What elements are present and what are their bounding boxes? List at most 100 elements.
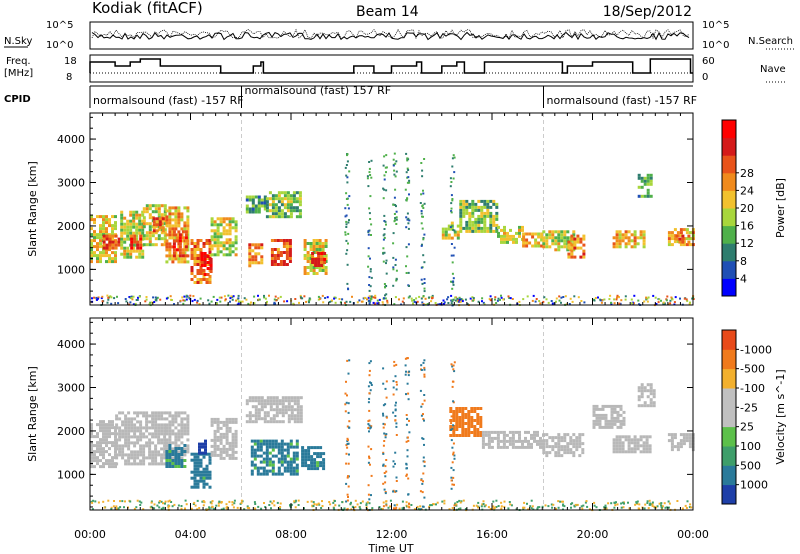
scatter-cell: [473, 410, 477, 413]
colorbar-label: Power [dB]: [774, 178, 787, 238]
scatter-cell: [293, 417, 297, 421]
near-range-speckle: [368, 303, 371, 305]
scatter-cell: [168, 215, 172, 219]
scatter-cell: [304, 452, 308, 456]
near-range-speckle: [685, 507, 688, 509]
scatter-cell: [257, 402, 261, 406]
scatter-cell: [278, 411, 282, 415]
scatter-cell: [142, 456, 146, 460]
near-range-speckle: [133, 507, 136, 510]
scatter-cell: [120, 210, 124, 214]
scatter-cell: [292, 466, 296, 470]
scatter-cell: [253, 442, 257, 446]
scatter-cell: [204, 451, 207, 455]
scatter-cell: [193, 482, 197, 486]
scatter-cell: [643, 182, 647, 186]
scatter-cell: [177, 212, 181, 216]
scatter-cell: [277, 212, 281, 216]
scatter-cell: [152, 226, 156, 230]
scatter-cell: [465, 223, 469, 227]
colorbar-tick-label: 16: [740, 220, 754, 233]
near-range-speckle: [472, 297, 475, 300]
scatter-cell: [245, 198, 249, 202]
scatter-cell: [168, 209, 172, 213]
scatter-cell: [481, 433, 485, 437]
streak-speckle: [384, 491, 387, 493]
scatter-cell: [90, 426, 93, 430]
scatter-cell: [228, 447, 232, 451]
scatter-cell: [174, 438, 178, 442]
scatter-cell: [265, 469, 269, 473]
scatter-cell: [210, 438, 214, 442]
near-range-speckle: [411, 299, 414, 302]
streak-speckle: [368, 171, 371, 174]
scatter-cell: [288, 242, 292, 245]
scatter-cell: [198, 448, 201, 452]
scatter-cell: [268, 209, 272, 213]
scatter-cell: [142, 219, 146, 223]
scatter-cell: [296, 405, 300, 409]
scatter-cell: [682, 228, 686, 232]
scatter-cell: [193, 461, 197, 465]
scatter-cell: [557, 248, 561, 252]
scatter-cell: [165, 218, 169, 222]
streak-speckle: [451, 461, 454, 464]
scatter-cell: [579, 240, 583, 244]
scatter-cell: [184, 236, 188, 240]
near-range-speckle: [222, 507, 225, 510]
scatter-cell: [681, 234, 685, 238]
near-range-speckle: [583, 301, 586, 304]
scatter-cell: [573, 255, 577, 259]
scatter-cell: [298, 197, 302, 201]
scatter-cell: [186, 224, 190, 228]
scatter-cell: [193, 245, 197, 248]
scatter-cell: [208, 239, 212, 242]
scatter-cell: [563, 245, 567, 249]
near-range-speckle: [613, 501, 616, 504]
streak-speckle: [347, 232, 350, 235]
scatter-cell: [456, 230, 460, 234]
scatter-cell: [633, 239, 637, 243]
scatter-cell: [213, 450, 217, 454]
scatter-cell: [567, 240, 571, 244]
scatter-cell: [282, 242, 286, 245]
near-range-speckle: [308, 297, 311, 300]
near-range-speckle: [508, 297, 511, 299]
scatter-cell: [570, 252, 574, 256]
scatter-cell: [126, 237, 130, 241]
scatter-cell: [151, 462, 155, 466]
scatter-cell: [319, 464, 323, 468]
streak-speckle: [452, 476, 455, 479]
scatter-cell: [102, 234, 106, 238]
scatter-cell: [259, 466, 263, 470]
scatter-cell: [213, 253, 217, 257]
near-range-speckle: [100, 297, 103, 300]
scatter-cell: [183, 444, 187, 447]
scatter-cell: [190, 242, 194, 245]
scatter-cell: [225, 426, 229, 430]
scatter-cell: [129, 219, 133, 223]
scatter-cell: [168, 227, 172, 231]
scatter-cell: [527, 439, 530, 443]
scatter-cell: [483, 202, 487, 206]
near-range-speckle: [531, 299, 534, 302]
scatter-cell: [141, 222, 145, 226]
scatter-cell: [636, 438, 640, 442]
near-range-speckle: [502, 298, 505, 301]
scatter-cell: [168, 426, 172, 430]
near-range-speckle: [570, 506, 572, 509]
scatter-cell: [216, 453, 220, 457]
scatter-cell: [108, 435, 111, 439]
scatter-cell: [290, 396, 294, 400]
scatter-cell: [172, 242, 176, 246]
scatter-cell: [174, 414, 178, 418]
near-range-speckle: [570, 503, 573, 506]
streak-speckle: [395, 383, 398, 386]
scatter-cell: [282, 260, 286, 263]
scatter-cell: [471, 205, 475, 209]
near-range-speckle: [541, 505, 544, 508]
scatter-cell: [573, 240, 577, 244]
scatter-cell: [598, 413, 602, 417]
scatter-cell: [575, 442, 579, 446]
near-range-speckle: [628, 507, 631, 510]
